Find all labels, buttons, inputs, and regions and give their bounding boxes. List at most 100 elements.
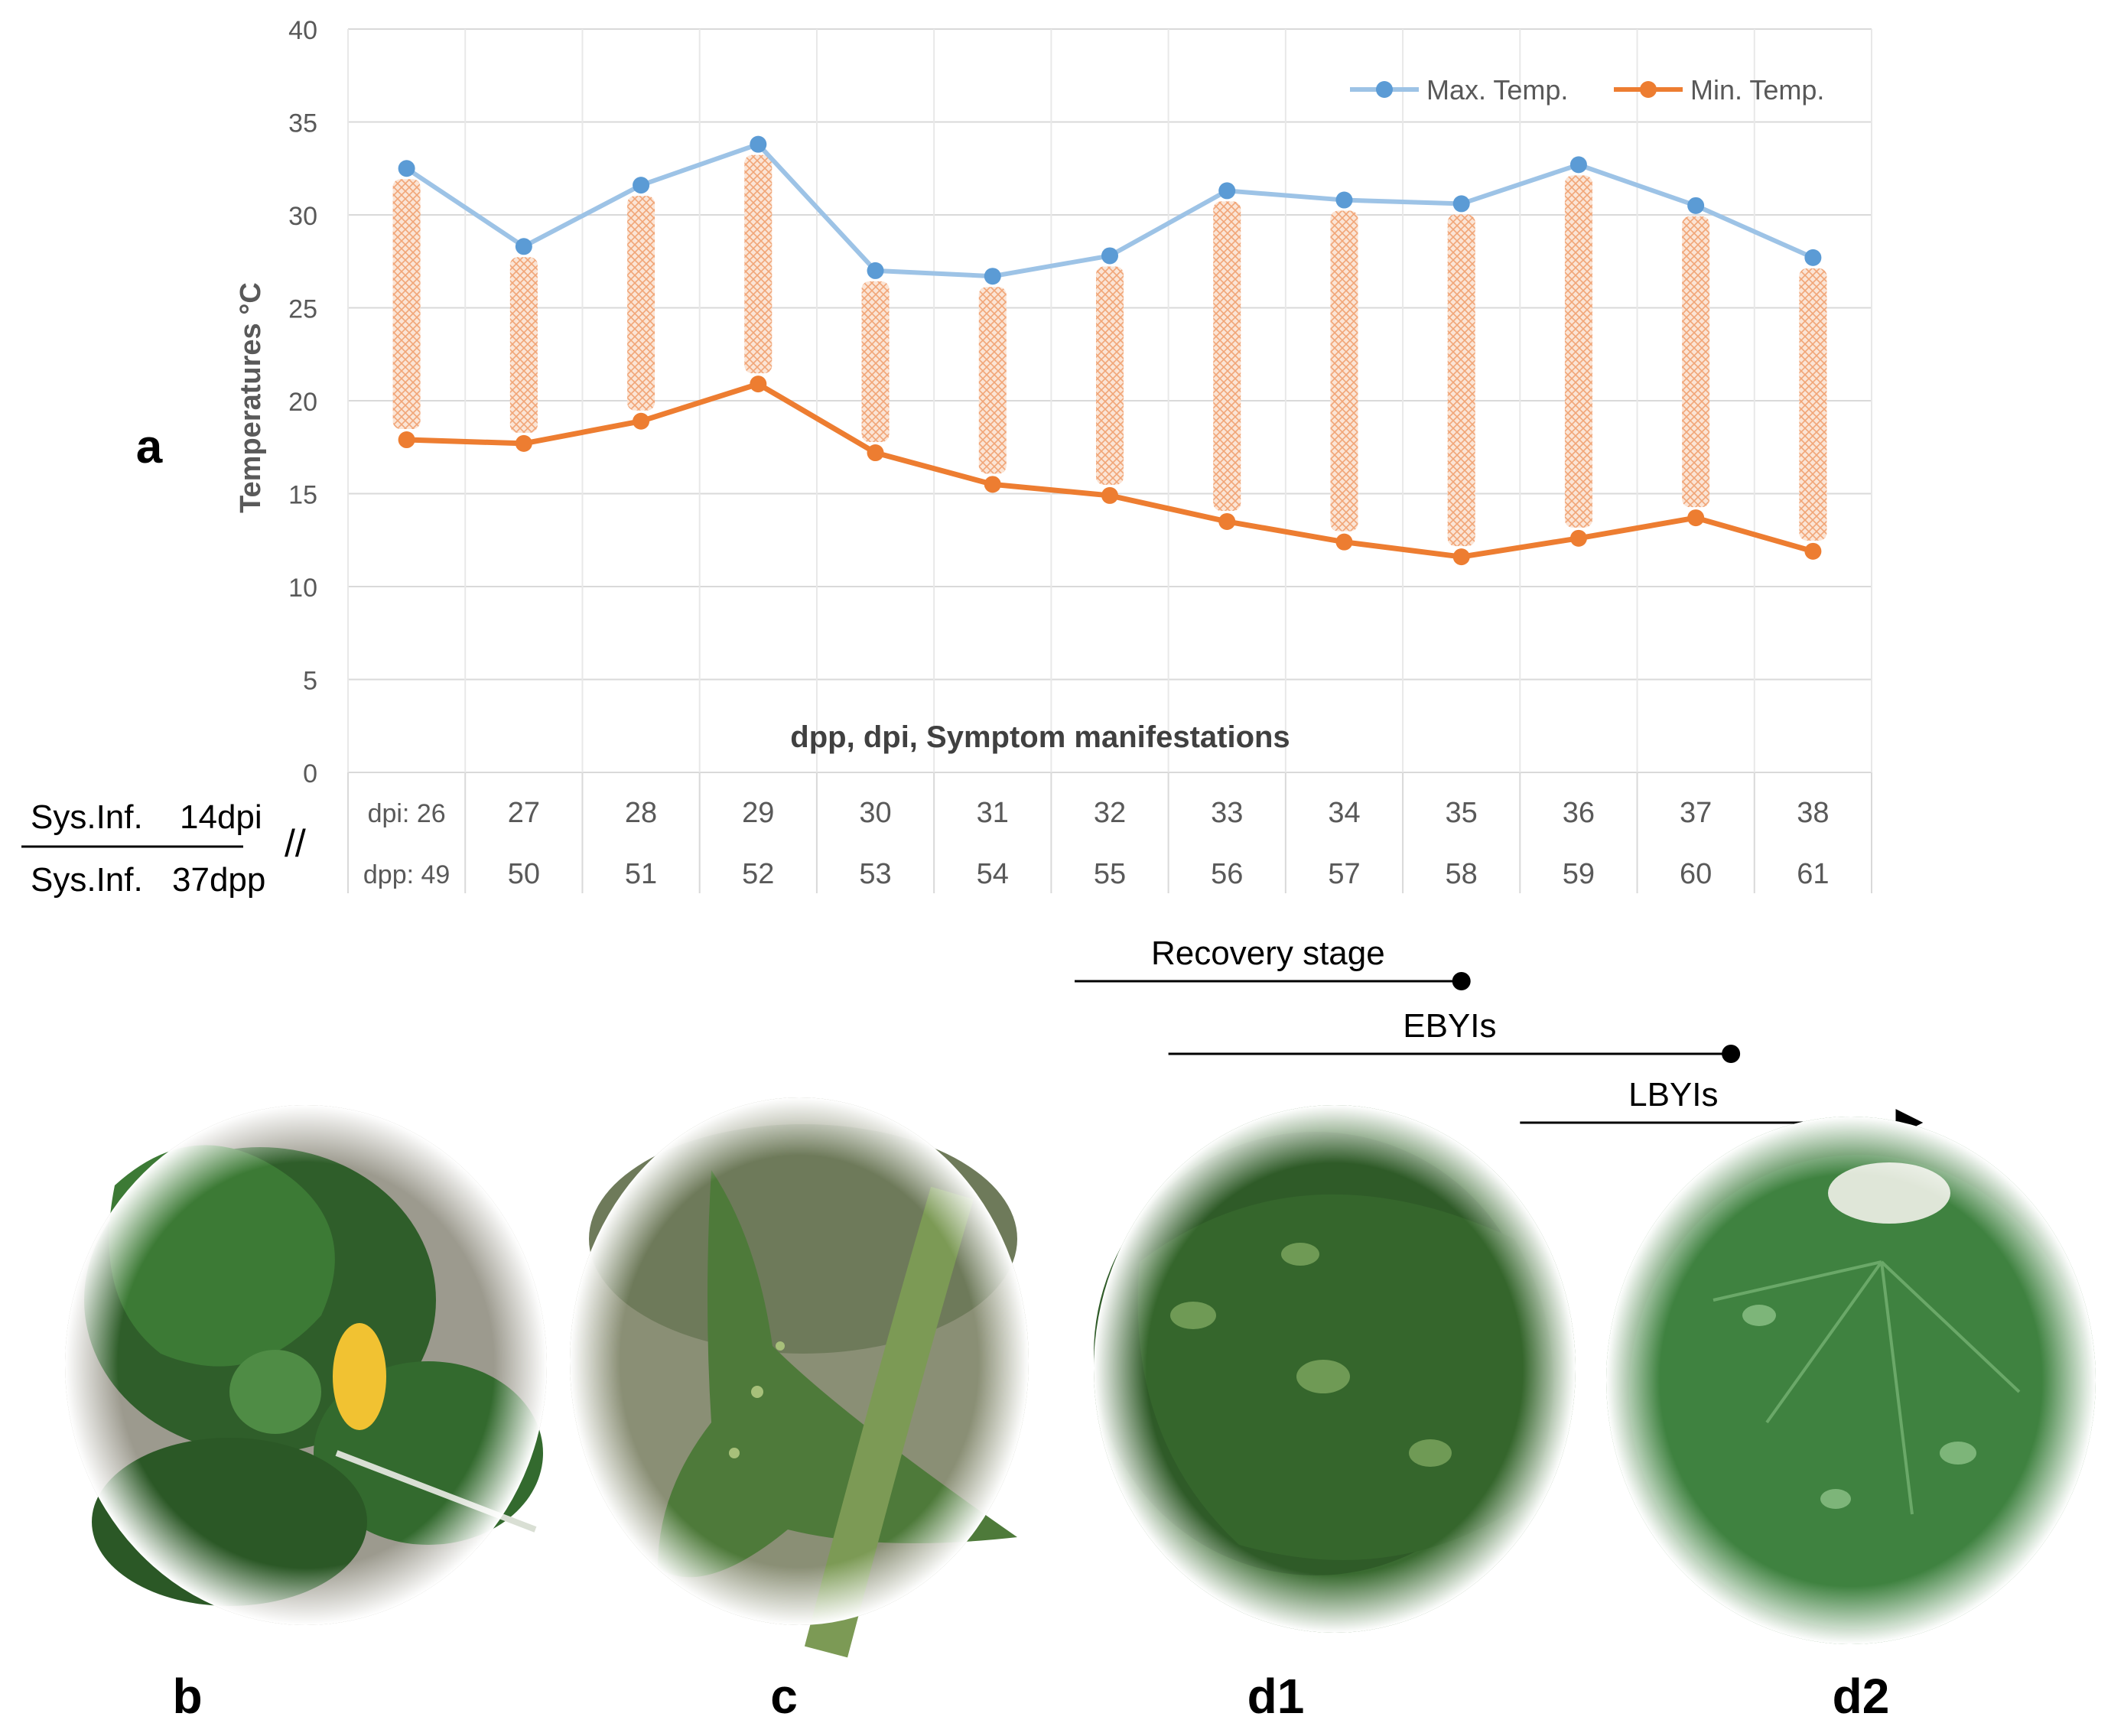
legend: Max. Temp. Min. Temp.: [1350, 74, 1824, 106]
y-tick-label: 40: [288, 16, 317, 45]
y-tick-label: 10: [288, 574, 317, 603]
data-point-min: [1101, 486, 1118, 504]
legend-marker-min: [1640, 81, 1657, 98]
series-lines: [398, 135, 1822, 566]
x-tick-label-dpp: 52: [742, 858, 774, 890]
x-tick-label-dpi: 30: [859, 797, 891, 829]
y-axis-label: Temperatures °C: [235, 282, 267, 513]
x-tick-label-dpp: 60: [1680, 858, 1712, 890]
data-point-max: [1452, 195, 1470, 213]
panel-label-b: b: [172, 1669, 202, 1724]
sys-inf-top-label: Sys.Inf.: [31, 798, 143, 836]
stage-label: Recovery stage: [1151, 935, 1385, 972]
x-tick-label-dpp: 51: [625, 858, 657, 890]
sys-inf-labels: Sys.Inf. 14dpi Sys.Inf. 37dpp //: [21, 798, 306, 899]
x-tick-label-dpi: 35: [1446, 797, 1478, 829]
data-point-max: [1687, 197, 1705, 214]
data-point-min: [1335, 533, 1353, 551]
x-tick-label-dpp: 50: [508, 858, 540, 890]
photo-d1: [1094, 1105, 1576, 1633]
data-point-max: [633, 177, 650, 194]
x-tick-label-dpp: 58: [1446, 858, 1478, 890]
y-tick-label: 20: [288, 388, 317, 417]
x-tick-label-dpi: dpi: 26: [368, 799, 446, 828]
data-point-max: [867, 262, 884, 279]
x-tick-label-dpp: 55: [1094, 858, 1126, 890]
x-tick-label-dpi: 27: [508, 797, 540, 829]
data-point-max: [1804, 249, 1822, 266]
range-bar: [509, 257, 538, 433]
photo-c: [570, 1097, 1029, 1658]
range-bar: [1213, 201, 1241, 511]
sys-inf-top-value: 14dpi: [180, 798, 262, 836]
data-point-max: [984, 268, 1001, 285]
x-tick-label-dpp: dpp: 49: [363, 860, 450, 889]
x-tick-label-dpi: 36: [1563, 797, 1595, 829]
range-bar: [1447, 214, 1475, 547]
x-tick-label-dpp: 53: [859, 858, 891, 890]
axis-break-mark: //: [285, 822, 306, 865]
data-point-max: [1218, 182, 1236, 200]
range-bar: [1564, 175, 1592, 528]
x-tick-label-dpi: 29: [742, 797, 774, 829]
sys-inf-bottom-value: 37dpp: [172, 861, 265, 899]
x-tick-label-dpp: 54: [977, 858, 1009, 890]
x-tick-label-dpi: 37: [1680, 797, 1712, 829]
data-point-min: [1452, 548, 1470, 566]
data-point-min: [984, 476, 1001, 493]
range-bar: [744, 154, 773, 374]
range-bar: [627, 196, 655, 411]
x-tick-label-dpi: 28: [625, 797, 657, 829]
data-point-max: [750, 135, 767, 153]
x-tick-label-dpp: 57: [1328, 858, 1360, 890]
data-point-max: [1101, 247, 1118, 265]
y-tick-label: 5: [303, 667, 317, 696]
stage-timeline: Recovery stage EBYIs LBYIs: [1075, 935, 1924, 1136]
x-tick-label-dpi: 33: [1211, 797, 1243, 829]
x-tick-label-dpi: 31: [977, 797, 1009, 829]
data-point-min: [1218, 512, 1236, 530]
data-point-max: [398, 160, 415, 177]
data-point-max: [1569, 156, 1587, 174]
range-bar: [1096, 266, 1124, 485]
range-bar: [1682, 216, 1710, 508]
y-tick-label: 0: [303, 759, 317, 788]
range-bars: [392, 154, 1827, 547]
data-point-min: [398, 431, 415, 449]
sys-inf-bottom-label: Sys.Inf.: [31, 861, 143, 899]
x-tick-label-dpp: 61: [1797, 858, 1829, 890]
x-tick-label-dpi: 38: [1797, 797, 1829, 829]
x-tick-label-dpi: 32: [1094, 797, 1126, 829]
stage-end-dot: [1452, 972, 1471, 990]
range-bar: [861, 281, 890, 443]
data-point-min: [750, 375, 767, 393]
stage-label: EBYIs: [1403, 1007, 1496, 1045]
y-tick-label: 30: [288, 202, 317, 231]
data-point-min: [515, 434, 532, 452]
stage-label: LBYIs: [1628, 1076, 1718, 1113]
x-tick-label-dpp: 59: [1563, 858, 1595, 890]
panel-label-c: c: [770, 1669, 798, 1724]
data-point-min: [1804, 542, 1822, 560]
data-point-min: [1687, 509, 1705, 527]
range-bar: [392, 179, 421, 430]
y-tick-label: 25: [288, 295, 317, 324]
x-tick-label-dpi: 34: [1328, 797, 1360, 829]
panel-label-d1: d1: [1247, 1669, 1305, 1724]
legend-marker-max: [1376, 81, 1393, 98]
data-point-min: [1569, 529, 1587, 547]
legend-label-min: Min. Temp.: [1690, 74, 1824, 106]
x-axis-label: dpp, dpi, Symptom manifestations: [790, 720, 1290, 754]
data-point-min: [633, 412, 650, 430]
range-bar: [978, 287, 1007, 474]
y-tick-label: 35: [288, 109, 317, 138]
panel-label-a: a: [136, 421, 163, 473]
data-point-min: [867, 444, 884, 462]
range-bar: [1330, 210, 1358, 532]
x-axis-table: dpi: 26 dpp: 49 27 50 28 51 29 52 30 53 31 54 32 55 33…: [347, 772, 1872, 893]
legend-label-max: Max. Temp.: [1426, 74, 1568, 106]
y-axis-ticks: 0 5 10 15 20 25 30 35 40: [288, 16, 317, 788]
range-bar: [1799, 268, 1827, 541]
x-tick-label-dpp: 56: [1211, 858, 1243, 890]
